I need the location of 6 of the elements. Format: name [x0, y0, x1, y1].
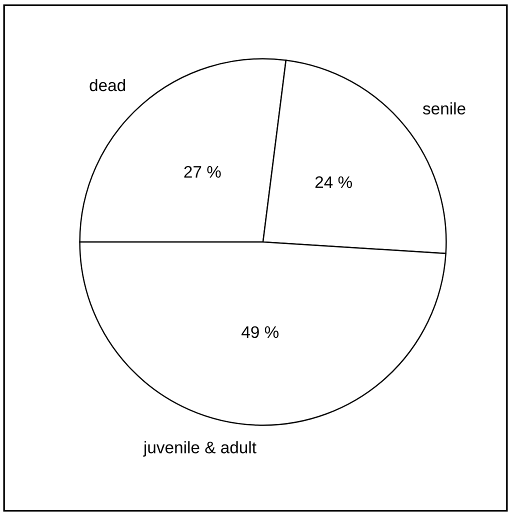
slice-label: senile — [422, 102, 466, 115]
data-label: 24 % — [315, 176, 352, 188]
data-label: 27 % — [184, 166, 221, 178]
data-label: 49 % — [242, 326, 279, 338]
slice-label: dead — [90, 78, 126, 92]
slice-label: juvenile & adult — [143, 441, 256, 457]
